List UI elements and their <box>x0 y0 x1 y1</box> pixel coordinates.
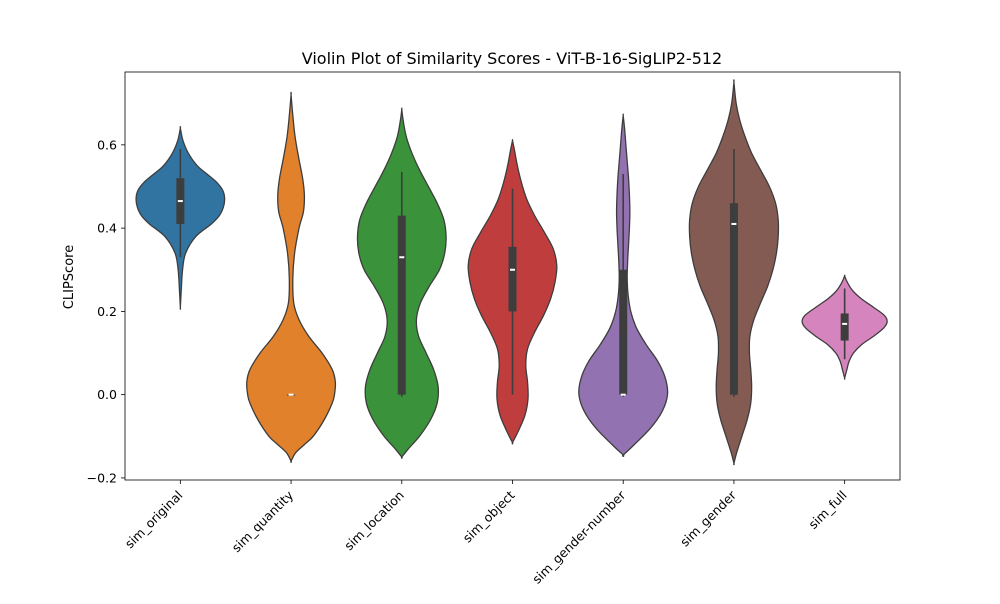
violin-iqr-box <box>397 215 406 395</box>
violin-sim_location <box>356 107 447 459</box>
y-tick-label: 0.0 <box>97 387 117 402</box>
y-tick-label: 0.2 <box>97 304 117 319</box>
y-axis-label: CLIPScore <box>62 245 77 309</box>
violin-median-marker <box>510 268 515 271</box>
y-tick-label: 0.4 <box>97 221 117 236</box>
violin-median-marker <box>399 256 405 259</box>
violin-iqr-box <box>508 246 517 312</box>
x-axis: sim_original sim_quantity sim_location sim_… <box>122 480 850 587</box>
y-tick-label: 0.6 <box>97 137 117 152</box>
x-tick-label: sim_object <box>460 487 518 545</box>
plot-frame <box>124 71 901 481</box>
y-tick-label: −0.2 <box>87 470 117 485</box>
violin-median-marker <box>620 393 626 396</box>
x-tick-label: sim_location <box>341 488 407 554</box>
violin-sim_original <box>135 125 226 310</box>
x-tick-label: sim_full <box>805 488 849 532</box>
violin-sim_gender <box>688 79 780 466</box>
y-axis: −0.2 0.0 0.2 0.4 0.6 <box>87 137 125 485</box>
violin-sim_full <box>801 274 888 380</box>
violin-body <box>246 91 337 463</box>
violin-median-marker <box>288 393 294 396</box>
violin-sim_quantity <box>246 91 337 463</box>
x-tick-label: sim_quantity <box>229 487 297 555</box>
violin-iqr-box <box>729 203 738 395</box>
violin-median-marker <box>731 222 737 225</box>
x-tick-label: sim_gender <box>677 487 740 550</box>
x-tick-label: sim_original <box>122 488 186 552</box>
violin-sim_object <box>467 139 558 445</box>
violin-median-marker <box>177 200 183 203</box>
chart-title: Violin Plot of Similarity Scores - ViT-B… <box>302 49 722 68</box>
violin-sim_gender-number <box>578 113 669 457</box>
violin-median-marker <box>842 322 848 325</box>
x-tick-label: sim_gender-number <box>529 487 629 587</box>
violin-iqr-box <box>840 313 849 341</box>
violin-iqr-box <box>619 269 628 395</box>
violins-layer <box>135 79 888 466</box>
